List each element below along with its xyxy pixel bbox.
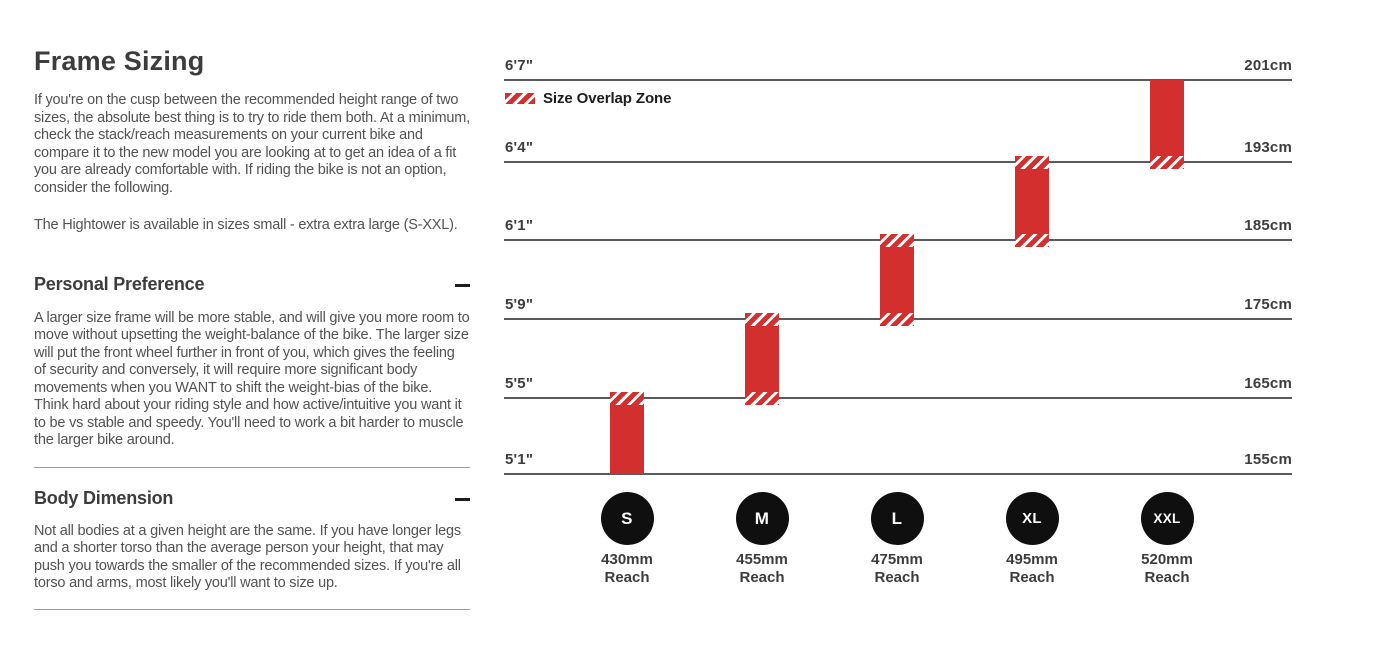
size-badge-l: L xyxy=(870,492,924,545)
reach-value: 455mm xyxy=(736,551,788,568)
height-cm-label: 201cm xyxy=(1244,57,1292,74)
size-range-bar-m xyxy=(745,313,779,405)
size-range-bar-xl xyxy=(1015,156,1049,247)
size-badge-s: S xyxy=(600,492,654,545)
accordion-header-body-dimension[interactable]: Body Dimension xyxy=(34,487,470,511)
grid-line xyxy=(504,397,1292,399)
size-range-solid xyxy=(880,247,914,313)
size-letter: L xyxy=(891,508,903,528)
overlap-zone-bottom xyxy=(1015,234,1049,247)
height-cm-label: 175cm xyxy=(1244,296,1292,313)
height-ft-label: 6'1" xyxy=(505,217,534,234)
intro-paragraph-1: If you're on the cusp between the recomm… xyxy=(34,92,470,196)
size-letter: XL xyxy=(1022,510,1042,527)
reach-label-xl: 495mm Reach xyxy=(987,551,1077,587)
accordion-header-personal-preference[interactable]: Personal Preference xyxy=(34,273,470,297)
overlap-zone-hatch-icon xyxy=(505,93,535,104)
size-badge-xxl: XXL xyxy=(1140,492,1194,545)
reach-value: 430mm xyxy=(601,551,653,568)
intro-paragraph-2: The Hightower is available in sizes smal… xyxy=(34,217,458,233)
height-cm-label: 155cm xyxy=(1244,451,1292,468)
overlap-zone-top xyxy=(610,392,644,405)
overlap-zone-bottom xyxy=(1150,156,1184,169)
height-ft-label: 5'1" xyxy=(505,451,534,468)
personal-preference-body: A larger size frame will be more stable,… xyxy=(34,309,470,449)
body-dimension-body: Not all bodies at a given height are the… xyxy=(34,522,461,592)
reach-word: Reach xyxy=(1009,569,1055,586)
size-range-solid xyxy=(610,405,644,474)
reach-value: 520mm xyxy=(1141,551,1193,568)
collapse-minus-icon[interactable] xyxy=(455,498,470,501)
grid-line xyxy=(504,161,1292,163)
size-letter: S xyxy=(621,508,633,528)
reach-word: Reach xyxy=(1144,569,1190,586)
overlap-zone-bottom xyxy=(745,392,779,405)
reach-label-xxl: 520mm Reach xyxy=(1122,551,1212,587)
overlap-zone-bottom xyxy=(880,313,914,326)
chart-legend: Size Overlap Zone xyxy=(505,90,671,107)
reach-word: Reach xyxy=(739,569,785,586)
size-range-bar-xxl xyxy=(1150,80,1184,169)
height-ft-label: 6'4" xyxy=(505,139,534,156)
reach-label-l: 475mm Reach xyxy=(852,551,942,587)
height-cm-label: 185cm xyxy=(1244,217,1292,234)
legend-label: Size Overlap Zone xyxy=(543,90,672,107)
size-range-bar-s xyxy=(610,392,644,474)
size-range-solid xyxy=(1015,169,1049,234)
section-title: Body Dimension xyxy=(34,488,174,508)
size-letter: M xyxy=(754,508,770,528)
height-ft-label: 5'5" xyxy=(505,375,534,392)
grid-line xyxy=(504,79,1292,81)
overlap-zone-top xyxy=(745,313,779,326)
reach-label-m: 455mm Reach xyxy=(717,551,807,587)
reach-value: 495mm xyxy=(1006,551,1058,568)
height-ft-label: 6'7" xyxy=(505,57,534,74)
size-chart: Size Overlap Zone 6'7" 201cm 6'4" 193cm 6'1"… xyxy=(504,0,1292,648)
size-badge-xl: XL xyxy=(1005,492,1059,545)
reach-value: 475mm xyxy=(871,551,923,568)
overlap-zone-top xyxy=(1015,156,1049,169)
grid-line xyxy=(504,473,1292,475)
height-cm-label: 165cm xyxy=(1244,375,1292,392)
article-column: Frame Sizing If you're on the cusp betwe… xyxy=(34,46,470,610)
collapse-minus-icon[interactable] xyxy=(455,284,470,287)
size-letter: XXL xyxy=(1153,511,1181,526)
size-range-solid xyxy=(1150,80,1184,156)
reach-word: Reach xyxy=(874,569,920,586)
reach-label-s: 430mm Reach xyxy=(582,551,672,587)
size-badge-m: M xyxy=(735,492,789,545)
overlap-zone-top xyxy=(880,234,914,247)
height-ft-label: 5'9" xyxy=(505,296,534,313)
size-range-solid xyxy=(745,326,779,392)
section-divider xyxy=(34,608,470,610)
reach-word: Reach xyxy=(604,569,650,586)
section-title: Personal Preference xyxy=(34,274,205,294)
size-range-bar-l xyxy=(880,234,914,326)
height-cm-label: 193cm xyxy=(1244,139,1292,156)
section-divider xyxy=(34,466,470,468)
page-title: Frame Sizing xyxy=(34,46,205,76)
